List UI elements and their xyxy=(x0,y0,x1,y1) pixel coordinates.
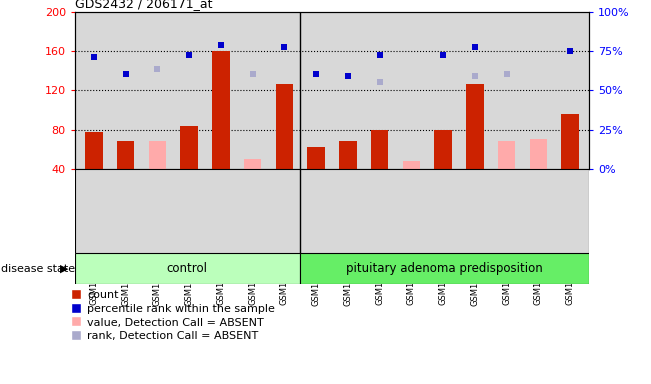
Bar xyxy=(148,141,166,169)
Bar xyxy=(403,161,420,169)
Bar xyxy=(339,141,357,169)
Legend: count, percentile rank within the sample, value, Detection Call = ABSENT, rank, : count, percentile rank within the sample… xyxy=(71,290,275,341)
Bar xyxy=(117,141,134,169)
Bar xyxy=(561,114,579,169)
Bar xyxy=(530,139,547,169)
Text: disease state: disease state xyxy=(1,264,75,274)
Bar xyxy=(212,51,230,169)
Bar xyxy=(371,129,389,169)
Bar xyxy=(434,129,452,169)
Bar xyxy=(300,253,589,284)
Bar xyxy=(85,132,103,169)
Bar xyxy=(498,141,516,169)
Text: pituitary adenoma predisposition: pituitary adenoma predisposition xyxy=(346,262,543,275)
Text: ▶: ▶ xyxy=(59,264,68,274)
Bar xyxy=(244,159,261,169)
Text: control: control xyxy=(167,262,208,275)
Bar xyxy=(466,84,484,169)
Text: GDS2432 / 206171_at: GDS2432 / 206171_at xyxy=(75,0,212,10)
Bar xyxy=(275,84,293,169)
Bar xyxy=(75,253,300,284)
Bar xyxy=(307,147,325,169)
Bar xyxy=(180,126,198,169)
